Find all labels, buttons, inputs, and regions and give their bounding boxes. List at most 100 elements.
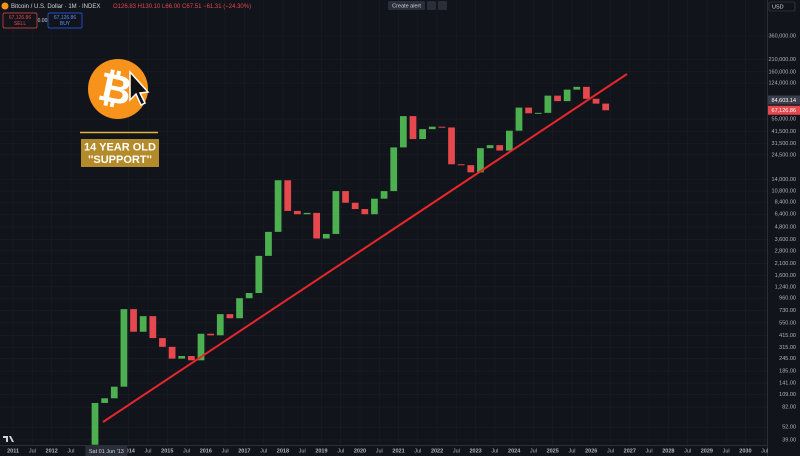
y-tick-label: 55,000.00 <box>772 117 796 123</box>
candle-body <box>573 86 581 90</box>
symbol-icon <box>1 2 9 10</box>
x-tick-label: 2023 <box>469 448 481 454</box>
candle-body <box>505 130 513 151</box>
x-tick-label: 2020 <box>354 448 366 454</box>
candle-body <box>351 202 359 210</box>
candle-body <box>265 231 272 256</box>
y-tick-label: 315.00 <box>779 345 796 351</box>
x-tick-label: 2018 <box>277 448 289 454</box>
candle-body <box>486 145 494 149</box>
x-tick-label: 2022 <box>431 448 443 454</box>
candle-body <box>477 148 484 173</box>
y-tick-label: 39.00 <box>782 437 796 443</box>
y-tick-label: 210,000.00 <box>768 57 796 63</box>
candle-body <box>428 126 436 130</box>
candle-body <box>525 107 532 114</box>
x-tick-label: Jul <box>761 448 768 454</box>
x-tick-label: Jul <box>222 448 229 454</box>
candle-body <box>226 314 234 319</box>
x-tick-label: 2016 <box>200 448 212 454</box>
x-tick-label: 2011 <box>7 448 19 454</box>
x-tick-label: Jul <box>260 448 267 454</box>
candle-body <box>187 356 195 361</box>
x-tick-label: Jul <box>144 448 151 454</box>
price-tag <box>768 105 800 115</box>
candle-body <box>371 198 378 215</box>
crosshair-tag <box>85 446 128 456</box>
x-tick-label: 2030 <box>739 448 751 454</box>
x-tick-label: Jul <box>299 448 306 454</box>
x-tick-label: 2019 <box>315 448 327 454</box>
y-tick-label: 52.00 <box>782 425 796 431</box>
currency-selector[interactable] <box>768 1 796 12</box>
candle-body <box>438 126 446 128</box>
create-alert-button[interactable] <box>388 1 425 10</box>
sell-label: SELL <box>14 21 26 27</box>
candle-body <box>303 212 311 215</box>
x-tick-label: Jul <box>376 448 383 454</box>
candle-body <box>159 338 166 347</box>
y-tick-label: 24,500.00 <box>772 152 796 158</box>
x-tick-label: 2028 <box>662 448 674 454</box>
candle-body <box>419 129 426 140</box>
price-tag <box>768 95 800 105</box>
candle-body <box>120 309 128 387</box>
x-tick-label: 2012 <box>46 448 58 454</box>
candle-body <box>207 333 215 336</box>
candle-body <box>178 356 186 359</box>
y-tick-label: 1,600.00 <box>775 273 796 279</box>
candle-body <box>168 346 176 359</box>
currency-label: USD <box>772 4 784 10</box>
annotation-text: ''SUPPORT'' <box>88 154 152 166</box>
candle-body <box>91 402 99 445</box>
toolbar-button[interactable] <box>438 1 447 10</box>
candle-body <box>380 191 388 199</box>
candle-body <box>293 210 301 215</box>
candle-body <box>284 180 292 211</box>
create-alert-label: Create alert <box>392 3 421 9</box>
candle-body <box>245 292 253 299</box>
candle-body <box>149 316 157 339</box>
cursor-icon <box>129 70 150 107</box>
price-tag-label: 67,126.86 <box>772 108 796 114</box>
y-tick-label: 415.00 <box>779 333 796 339</box>
candle-body <box>399 116 407 148</box>
buy-label: BUY <box>60 21 71 27</box>
buy-button[interactable] <box>47 12 83 29</box>
candle-body <box>332 191 340 234</box>
ohlc-readout: O126.83 H130.10 L66.00 C67.51 −61.31 (−2… <box>113 4 251 10</box>
y-tick-label: 2,800.00 <box>775 248 796 254</box>
sell-price: 67,126.86 <box>9 15 31 21</box>
candle-body <box>496 145 504 151</box>
x-tick-label: Jul <box>414 448 421 454</box>
y-tick-label: 10,800.00 <box>772 189 796 195</box>
x-tick-label: Jul <box>337 448 344 454</box>
bitcoin-logo <box>88 59 148 119</box>
sell-button[interactable] <box>2 12 38 29</box>
y-tick-label: 960.00 <box>779 296 796 302</box>
candle-body <box>236 298 243 319</box>
axis-labels: 360,000.00 210,000.00 160,000.00 124,000.00… <box>7 33 800 456</box>
candle-body <box>515 107 523 131</box>
crosshair-label: Sat 01 Jun '13 <box>89 449 124 455</box>
y-tick-label: 14,000.00 <box>772 177 796 183</box>
x-tick-label: Jul <box>491 448 498 454</box>
candle-body <box>361 209 369 215</box>
support-trendline <box>102 73 628 423</box>
candle-body <box>110 386 118 399</box>
candle-body <box>101 398 109 403</box>
y-tick-label: 6,400.00 <box>775 212 796 218</box>
y-tick-label: 550.00 <box>779 320 796 326</box>
candle-body <box>457 164 465 166</box>
y-tick-label: 160,000.00 <box>768 69 796 75</box>
candle-body <box>342 191 349 203</box>
toolbar-button[interactable] <box>427 1 436 10</box>
y-tick-label: 31,500.00 <box>772 141 796 147</box>
candle-body <box>322 233 330 239</box>
x-tick-label: 2027 <box>624 448 636 454</box>
x-tick-label: 2024 <box>508 448 521 454</box>
x-tick-label: 2021 <box>392 448 404 454</box>
x-tick-label: Jul <box>67 448 74 454</box>
